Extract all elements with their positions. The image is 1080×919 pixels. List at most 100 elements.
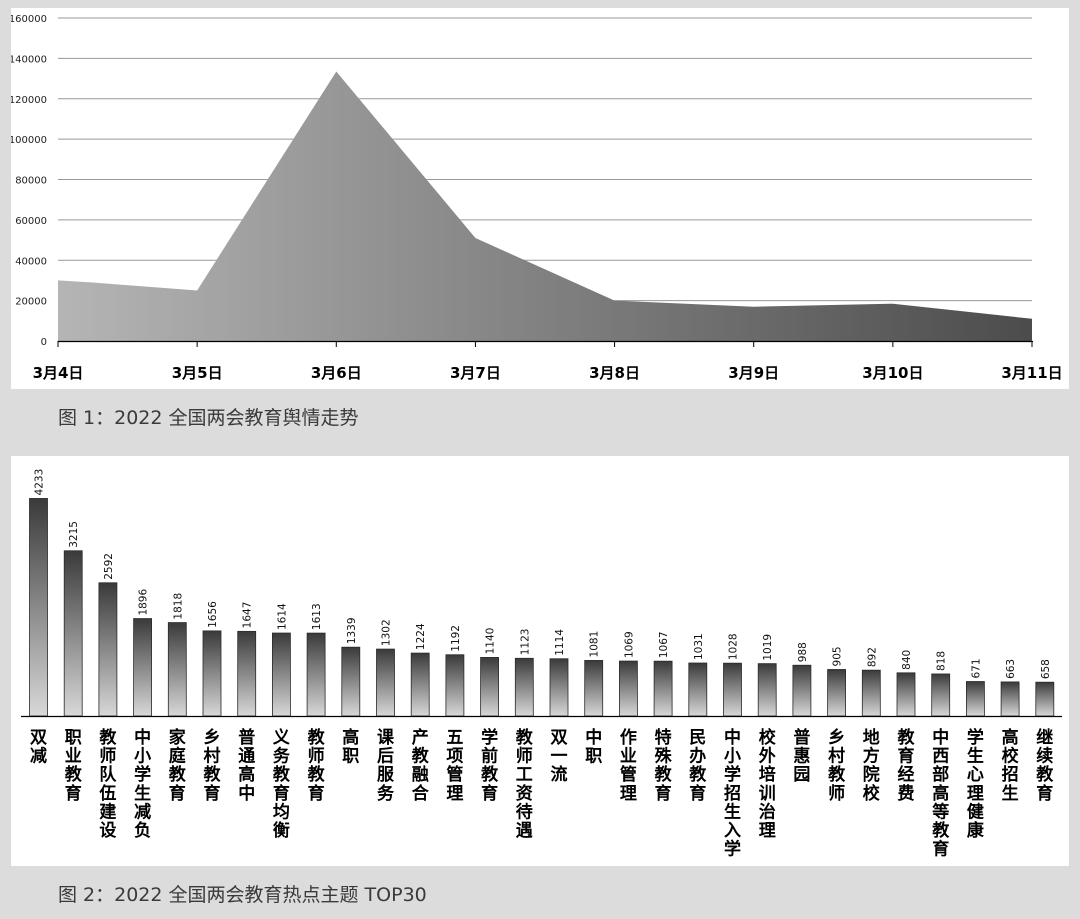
bar-value-label: 892 [866,647,878,667]
x-tick-label: 3月6日 [311,364,362,382]
bar-value-label: 3215 [68,521,80,548]
bar [167,622,187,717]
y-tick-label: 40000 [15,256,47,267]
bar-value-label: 663 [1005,659,1017,679]
category-label: 继续教育 [1035,727,1054,804]
y-tick-label: 160000 [11,14,47,25]
bar [931,673,951,717]
category-label: 中小学招生入学 [724,727,741,860]
y-tick-label: 80000 [15,176,47,187]
category-label: 民办教育 [688,728,707,804]
bar-value-label: 1339 [346,617,358,644]
category-label: 教育经费 [897,727,916,804]
y-tick-label: 120000 [11,95,47,106]
category-label: 特殊教育 [654,727,673,804]
bar-value-label: 1123 [519,629,531,656]
category-label: 校外培训治理 [759,727,777,841]
bar-value-label: 1818 [172,593,184,620]
category-label: 教师教育 [307,727,326,804]
y-tick-label: 140000 [11,54,47,65]
bar-chart: 4233 3215 2592 1896 1818 1656 1647 1614 1613 1339… [21,469,1062,860]
category-label: 五项管理 [446,728,463,804]
bar [619,660,638,717]
category-label: 乡村教育 [203,728,222,804]
bar [688,662,708,717]
bar [723,662,742,717]
y-tick-label: 100000 [11,135,47,146]
bar-value-label: 1031 [693,633,705,660]
category-label: 中西部高等教育 [931,727,950,860]
bar [966,681,985,717]
bar [306,632,326,717]
bar [98,582,118,717]
category-label: 职业教育 [64,728,83,804]
figure2-caption: 图 2：2022 全国两会教育热点主题 TOP30 [58,884,427,906]
bar-value-label: 1224 [415,623,427,650]
bar-value-label: 1069 [623,631,635,658]
x-tick-label: 3月7日 [450,364,501,382]
bar [376,648,395,717]
bar [480,657,500,717]
x-tick-label: 3月11日 [1001,364,1062,382]
category-label: 义务教育均衡 [272,727,291,841]
category-label: 双一流 [551,728,568,785]
area-series [58,71,1032,341]
category-label: 中职 [585,727,602,767]
bar [514,657,534,717]
bar-value-label: 1613 [311,603,323,630]
category-label: 普惠园 [793,727,810,785]
category-label: 中小学生减负 [134,727,151,841]
bar [63,550,83,717]
category-label: 课后服务 [377,728,395,804]
x-tick-label: 3月8日 [589,364,640,382]
bar [1000,681,1020,717]
category-label: 学生心理健康 [967,727,985,841]
bar [792,664,812,717]
bar [29,498,48,717]
x-tick-label: 3月9日 [728,364,779,382]
category-label: 高校招生 [1002,727,1020,804]
bar [237,630,257,717]
bar-value-label: 671 [970,658,982,678]
figure1-caption: 图 1：2022 全国两会教育舆情走势 [58,407,359,429]
bar [410,652,430,717]
bar-value-label: 658 [1040,659,1052,679]
bar [202,630,222,717]
bar-value-label: 1028 [728,633,740,660]
category-label: 产教融合 [411,727,430,804]
bar [653,660,673,717]
area-chart-panel: 0 20000 40000 60000 80000 100000 120000 140000 1… [9,8,1069,389]
bar-value-label: 1647 [242,602,254,629]
bar [827,669,846,717]
category-label: 双减 [30,728,47,767]
bar-value-label: 1192 [450,625,462,652]
category-label: 教师工资待遇 [515,727,534,841]
category-label: 乡村教师 [827,728,846,804]
area-chart: 0 20000 40000 60000 80000 100000 120000 140000 1… [9,14,1063,382]
category-label: 教师队伍建设 [98,727,117,841]
y-tick-label: 0 [41,337,47,348]
y-tick-label: 20000 [15,297,47,308]
category-label: 家庭教育 [168,727,187,804]
bar [445,654,465,717]
bar-value-label: 1067 [658,631,670,658]
bar-value-label: 4233 [34,469,46,496]
bar-value-label: 905 [832,646,844,666]
bar-value-label: 840 [901,650,913,670]
bar-value-label: 1302 [381,619,393,646]
bar [271,632,291,717]
bar [584,660,604,717]
category-label: 普通高中 [238,727,255,804]
bar-value-label: 1019 [762,634,774,661]
category-label: 高职 [342,727,359,767]
y-tick-label: 60000 [15,216,47,227]
bar-value-label: 1140 [485,628,497,655]
x-tick-label: 3月10日 [862,364,923,382]
category-label: 作业管理 [620,727,637,804]
bar [861,669,881,717]
x-tick-label: 3月5日 [172,364,223,382]
bar-value-label: 1081 [589,631,601,658]
bar [549,658,569,717]
bar-value-label: 2592 [103,553,115,580]
category-label: 学前教育 [480,727,499,804]
